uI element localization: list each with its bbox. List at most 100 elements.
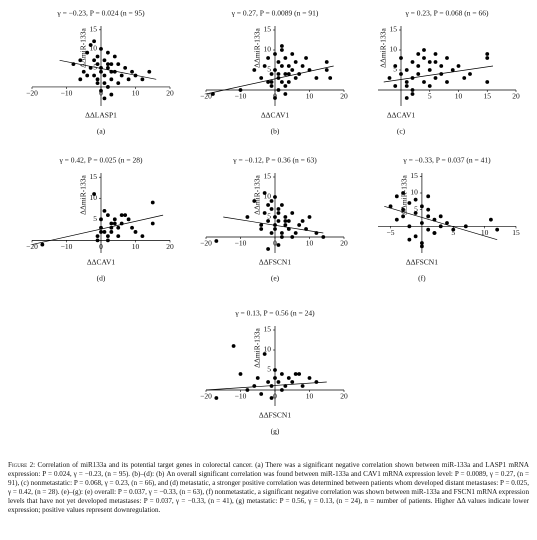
y-tick-label: 10	[90, 44, 98, 53]
x-tick-label: 10	[132, 242, 140, 251]
point	[133, 230, 138, 234]
x-tick-label: −10	[235, 239, 247, 248]
panel: γ = −0.33, P = 0.037 (n = 41) −5 5 10 15 5 10 1…	[378, 156, 520, 283]
point	[422, 48, 426, 52]
y-axis-label: ΔΔmiR-133a	[253, 328, 262, 368]
x-tick-label: 20	[340, 392, 348, 401]
point	[286, 64, 291, 68]
point	[78, 58, 83, 63]
y-axis-label: ΔΔmiR-133a	[79, 28, 88, 68]
x-tick-label: −10	[61, 242, 73, 251]
point	[119, 73, 124, 78]
point	[451, 227, 456, 232]
caption-label: Figure 2:	[8, 461, 36, 469]
point	[252, 68, 257, 72]
point	[426, 207, 431, 212]
point	[404, 80, 409, 84]
point	[276, 88, 281, 92]
panel-label: (b)	[271, 127, 280, 136]
point	[393, 84, 398, 88]
panel-label: (f)	[418, 274, 426, 283]
point	[140, 77, 145, 82]
point	[407, 224, 412, 229]
point	[102, 58, 107, 63]
point	[401, 191, 405, 195]
point	[102, 73, 107, 78]
point	[95, 54, 100, 59]
point	[286, 376, 291, 380]
x-tick-label: 10	[306, 392, 314, 401]
point	[266, 380, 270, 384]
point	[262, 191, 267, 195]
point	[290, 68, 295, 72]
panel: γ = −0.12, P = 0.36 (n = 63) −20 −10 0 10 20 5…	[200, 156, 348, 283]
point	[259, 76, 264, 80]
point	[394, 194, 399, 199]
point	[433, 52, 438, 56]
x-axis-label: ΔΔLASP1	[85, 111, 117, 120]
point	[85, 50, 90, 55]
x-tick-label: 20	[512, 92, 520, 101]
point	[290, 235, 295, 239]
x-tick-label: −20	[200, 92, 212, 101]
point	[427, 60, 432, 64]
point	[394, 217, 399, 222]
point	[463, 224, 468, 229]
point	[280, 235, 284, 239]
x-tick-label: 10	[306, 92, 314, 101]
trend-line	[223, 216, 324, 234]
point	[95, 62, 100, 66]
point	[95, 77, 100, 82]
point	[300, 64, 305, 68]
point	[404, 96, 409, 100]
point	[280, 64, 284, 68]
point	[259, 227, 264, 231]
point	[262, 352, 267, 356]
point	[92, 192, 96, 196]
point	[252, 199, 257, 203]
point	[399, 72, 403, 76]
point	[445, 56, 449, 60]
panel-label: (d)	[97, 274, 106, 283]
y-tick-label: 10	[264, 45, 272, 54]
point	[106, 66, 110, 70]
point	[407, 201, 412, 205]
point	[130, 225, 134, 230]
point	[276, 72, 281, 76]
point	[388, 204, 393, 209]
point	[324, 60, 329, 64]
point	[273, 96, 277, 100]
y-tick-label: 15	[90, 25, 98, 34]
y-axis-label: ΔΔmiR-133a	[253, 28, 262, 68]
point	[290, 52, 295, 56]
point	[427, 68, 432, 72]
x-axis-label: ΔΔFSCN1	[259, 258, 291, 267]
point	[106, 234, 110, 239]
point	[328, 76, 333, 80]
point	[252, 384, 257, 388]
point	[269, 207, 274, 211]
point	[404, 68, 409, 72]
x-tick-label: 10	[455, 92, 463, 101]
point	[99, 69, 103, 74]
x-tick-label: −20	[26, 89, 38, 98]
point	[321, 235, 326, 239]
point	[293, 76, 298, 80]
point	[276, 243, 281, 247]
point	[297, 372, 302, 376]
point	[262, 64, 267, 68]
point	[420, 204, 424, 209]
point	[304, 56, 308, 60]
point	[283, 56, 288, 60]
point	[123, 213, 128, 218]
point	[102, 96, 107, 101]
point	[416, 52, 421, 56]
x-tick-label: 0	[273, 239, 277, 248]
point	[420, 221, 424, 225]
point	[102, 208, 107, 213]
point	[273, 376, 277, 380]
point	[410, 60, 415, 64]
point	[259, 223, 264, 227]
point	[407, 237, 412, 242]
